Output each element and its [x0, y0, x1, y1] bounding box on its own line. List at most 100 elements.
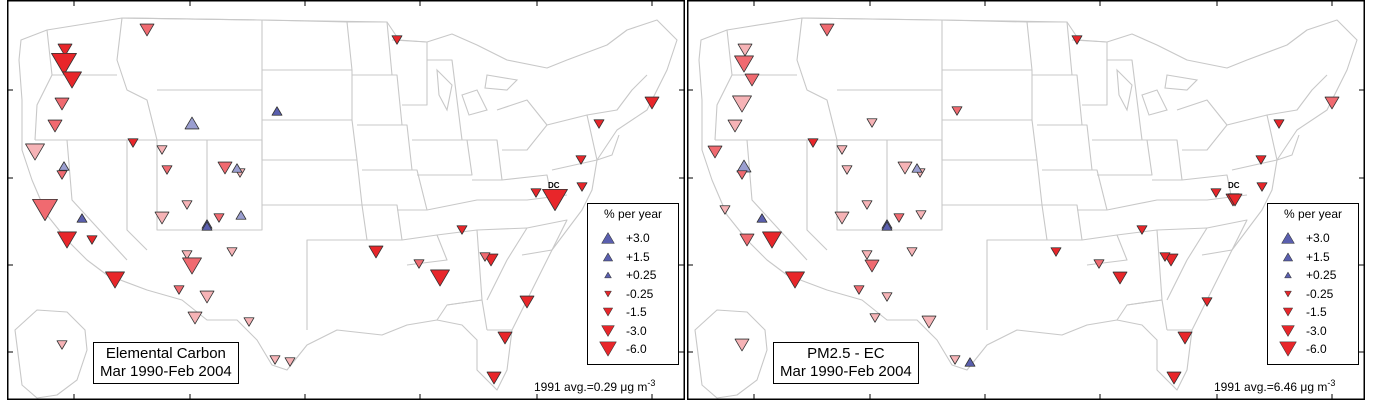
map-title-line2: Mar 1990-Feb 2004: [100, 363, 232, 380]
legend-increase-icon: [604, 271, 612, 279]
state-boundary: [1276, 134, 1300, 161]
site-decrease-marker: [575, 155, 587, 165]
site-increase-marker: [231, 163, 243, 173]
map-panel-pm25-minus-ec: DC PM2.5 - EC Mar 1990-Feb 2004 % per ye…: [687, 0, 1365, 400]
site-decrease-marker: [807, 138, 819, 148]
legend-label: +1.5: [626, 249, 650, 264]
site-decrease-marker: [893, 213, 905, 223]
site-decrease-marker: [173, 285, 185, 295]
legend-row: +0.25: [588, 267, 678, 283]
state-boundary: [1042, 169, 1108, 211]
state-boundary: [501, 174, 553, 201]
site-decrease-marker: [199, 290, 215, 304]
site-decrease-marker: [869, 313, 881, 323]
site-decrease-marker: [576, 182, 588, 192]
site-increase-marker: [58, 161, 70, 171]
state-boundary: [427, 59, 463, 141]
state-boundary: [1071, 39, 1108, 106]
site-decrease-marker: [1050, 247, 1062, 257]
site-decrease-marker: [368, 245, 384, 259]
site-decrease-marker: [530, 188, 542, 198]
state-boundary: [426, 194, 568, 211]
state-boundary: [362, 169, 428, 211]
state-boundary: [261, 119, 358, 161]
legend-label: +3.0: [626, 231, 650, 245]
map-title-line2: Mar 1990-Feb 2004: [780, 363, 912, 380]
site-decrease-marker: [86, 235, 98, 245]
map-frame-ticks: [7, 0, 685, 400]
site-decrease-marker: [593, 119, 605, 129]
site-decrease-marker: [25, 143, 45, 161]
average-unit-exponent: -3: [1327, 378, 1336, 388]
site-markers: [707, 23, 1340, 385]
lake-outline: [1164, 74, 1199, 91]
state-boundary: [207, 139, 263, 231]
lake-outline: [461, 89, 488, 116]
site-decrease-marker: [836, 145, 848, 155]
lake-outline: [484, 74, 519, 91]
legend-marker: [604, 271, 612, 279]
legend-decrease-icon: [1279, 341, 1297, 357]
site-decrease-marker: [62, 71, 82, 89]
state-boundary: [796, 17, 838, 141]
state-boundary: [412, 139, 473, 176]
site-decrease-marker: [1136, 225, 1148, 235]
site-decrease-marker: [762, 231, 782, 249]
state-boundary: [694, 309, 768, 399]
site-decrease-marker: [213, 213, 225, 223]
site-decrease-marker: [217, 161, 233, 175]
state-boundary: [1092, 139, 1153, 176]
legend-label: +1.5: [1306, 249, 1330, 264]
site-decrease-marker: [915, 210, 927, 220]
site-decrease-marker: [644, 96, 660, 110]
state-boundary: [157, 89, 263, 141]
dc-label: DC: [548, 181, 560, 190]
site-decrease-marker: [54, 97, 70, 111]
state-boundary: [18, 17, 678, 391]
legend-marker: [599, 341, 617, 357]
map-title-line1: PM2.5 - EC: [807, 345, 885, 362]
average-unit: μg m: [620, 380, 648, 394]
legend-increase-icon: [1281, 232, 1295, 244]
site-decrease-marker: [226, 247, 238, 257]
state-boundary: [1156, 227, 1208, 301]
legend-label: -3.0: [626, 323, 647, 338]
state-boundary: [347, 21, 393, 76]
state-boundary: [1147, 139, 1183, 181]
site-increase-marker: [76, 213, 88, 223]
state-boundary: [116, 17, 158, 141]
legend-marker: [1283, 307, 1293, 317]
legend-row: -6.0: [1268, 341, 1358, 357]
state-boundary: [1266, 74, 1328, 116]
state-boundary: [746, 139, 808, 261]
state-boundary: [546, 114, 598, 171]
site-decrease-marker: [951, 106, 963, 116]
state-boundary: [66, 139, 128, 261]
site-decrease-marker: [413, 259, 425, 269]
state-boundary: [1027, 21, 1073, 76]
state-boundary: [362, 204, 403, 241]
site-decrease-marker: [181, 250, 193, 260]
site-decrease-marker: [1273, 119, 1285, 129]
legend-marker: [1283, 252, 1293, 261]
map-panel-elemental-carbon: DC Elemental Carbon Mar 1990-Feb 2004 % …: [7, 0, 685, 400]
legend-decrease-icon: [1283, 307, 1293, 317]
legend-marker: [603, 252, 613, 261]
state-boundary: [34, 29, 53, 141]
site-decrease-marker: [819, 23, 835, 37]
legend-marker: [601, 324, 615, 337]
site-decrease-marker: [187, 311, 203, 325]
legend-decrease-icon: [599, 341, 617, 357]
state-boundary: [262, 204, 368, 330]
legend-increase-icon: [1283, 252, 1293, 261]
average-text: 1991 avg.=6.46: [1214, 380, 1301, 394]
map-title-box: PM2.5 - EC Mar 1990-Feb 2004: [773, 342, 919, 384]
state-boundary: [942, 204, 1048, 330]
state-boundary: [941, 19, 1033, 71]
legend-row: -1.5: [588, 304, 678, 320]
legend-decrease-icon: [601, 324, 615, 337]
site-decrease-marker: [56, 170, 68, 180]
site-decrease-marker: [497, 331, 513, 345]
legend-label: -1.5: [1306, 305, 1327, 319]
state-boundary: [1176, 99, 1228, 151]
